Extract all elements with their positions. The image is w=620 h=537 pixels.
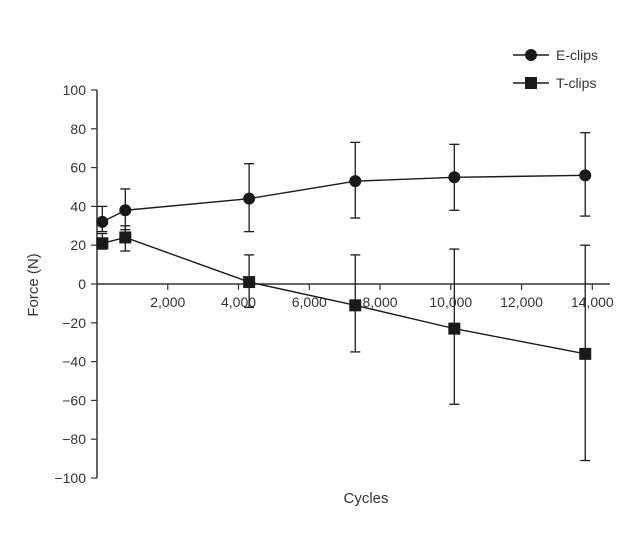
y-tick-label: −80 <box>62 431 86 447</box>
data-point-t-clips <box>579 347 592 360</box>
legend-label-e-clips: E-clips <box>556 47 598 63</box>
x-tick-label: 8,000 <box>363 294 398 310</box>
data-point-e-clips <box>119 204 132 217</box>
y-tick-label: 40 <box>70 198 86 214</box>
series-t-clips <box>96 225 592 462</box>
y-tick-label: 0 <box>78 276 86 292</box>
legend-marker-e-clips <box>525 49 537 61</box>
legend-entry-e-clips: E-clips <box>513 47 598 63</box>
y-tick-label: −40 <box>62 354 86 370</box>
data-point-t-clips <box>349 299 362 312</box>
y-tick-label: −20 <box>62 315 86 331</box>
y-tick-label: 100 <box>63 82 87 98</box>
y-tick-label: 60 <box>70 160 86 176</box>
y-axis-title: Force (N) <box>25 253 42 316</box>
legend: E-clips T-clips <box>513 47 598 91</box>
y-tick-label: 80 <box>70 121 86 137</box>
y-tick-label: −100 <box>54 470 86 486</box>
x-tick-label: 6,000 <box>292 294 327 310</box>
data-point-e-clips <box>349 175 362 188</box>
data-point-e-clips <box>243 192 256 205</box>
legend-marker-t-clips <box>525 77 537 89</box>
y-tick-label: −60 <box>62 392 86 408</box>
x-tick-label: 2,000 <box>150 294 185 310</box>
series-e-clips <box>96 132 592 233</box>
data-point-e-clips <box>448 171 461 184</box>
x-tick-label: 4,000 <box>221 294 256 310</box>
x-tick-label: 12,000 <box>500 294 543 310</box>
series-line-e-clips <box>101 174 586 223</box>
axes <box>96 90 610 478</box>
x-tick-label: 14,000 <box>571 294 614 310</box>
data-series <box>96 132 592 462</box>
x-tick-label: 10,000 <box>429 294 472 310</box>
data-point-t-clips <box>448 322 461 335</box>
legend-entry-t-clips: T-clips <box>513 75 596 91</box>
legend-label-t-clips: T-clips <box>556 75 596 91</box>
y-tick-label: 20 <box>70 237 86 253</box>
axis-ticks: 100 80 60 40 20 0 −20 −40 −60 −80 −100 2,000 4,000 6,… <box>54 82 613 486</box>
data-point-t-clips <box>96 237 109 250</box>
x-axis-title: Cycles <box>343 490 388 507</box>
data-point-t-clips <box>243 276 256 289</box>
data-point-e-clips <box>579 169 592 182</box>
data-point-e-clips <box>96 215 109 228</box>
data-point-t-clips <box>119 231 132 244</box>
